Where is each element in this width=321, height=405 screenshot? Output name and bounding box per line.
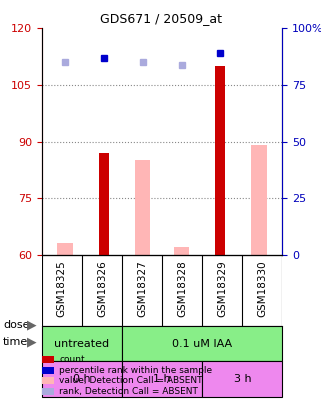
Text: 0 h: 0 h bbox=[73, 374, 91, 384]
Text: 1 h: 1 h bbox=[153, 374, 171, 384]
Text: GSM18325: GSM18325 bbox=[57, 260, 67, 317]
Text: GSM18329: GSM18329 bbox=[217, 260, 227, 317]
Text: 3 h: 3 h bbox=[234, 374, 251, 384]
Bar bbox=[57, 243, 73, 255]
Text: untreated: untreated bbox=[54, 339, 109, 349]
Text: GDS671 / 20509_at: GDS671 / 20509_at bbox=[100, 12, 221, 25]
Text: value, Detection Call = ABSENT: value, Detection Call = ABSENT bbox=[59, 376, 203, 385]
Text: 0.1 uM IAA: 0.1 uM IAA bbox=[172, 339, 232, 349]
Bar bbox=[174, 247, 189, 255]
Bar bbox=[99, 153, 109, 255]
Text: GSM18328: GSM18328 bbox=[177, 260, 187, 317]
Bar bbox=[202, 361, 282, 397]
Text: time: time bbox=[3, 337, 29, 347]
Text: GSM18327: GSM18327 bbox=[137, 260, 147, 317]
Text: ▶: ▶ bbox=[27, 318, 37, 331]
Bar bbox=[251, 145, 267, 255]
Text: GSM18326: GSM18326 bbox=[97, 260, 107, 317]
Text: GSM18330: GSM18330 bbox=[257, 260, 267, 317]
Bar bbox=[42, 326, 122, 361]
Bar bbox=[42, 361, 122, 397]
Bar bbox=[135, 160, 151, 255]
Text: count: count bbox=[59, 355, 85, 364]
Bar bbox=[215, 66, 225, 255]
Bar bbox=[122, 326, 282, 361]
Text: ▶: ▶ bbox=[27, 336, 37, 349]
Text: dose: dose bbox=[3, 320, 30, 330]
Text: rank, Detection Call = ABSENT: rank, Detection Call = ABSENT bbox=[59, 387, 198, 396]
Bar bbox=[122, 361, 202, 397]
Text: percentile rank within the sample: percentile rank within the sample bbox=[59, 366, 213, 375]
